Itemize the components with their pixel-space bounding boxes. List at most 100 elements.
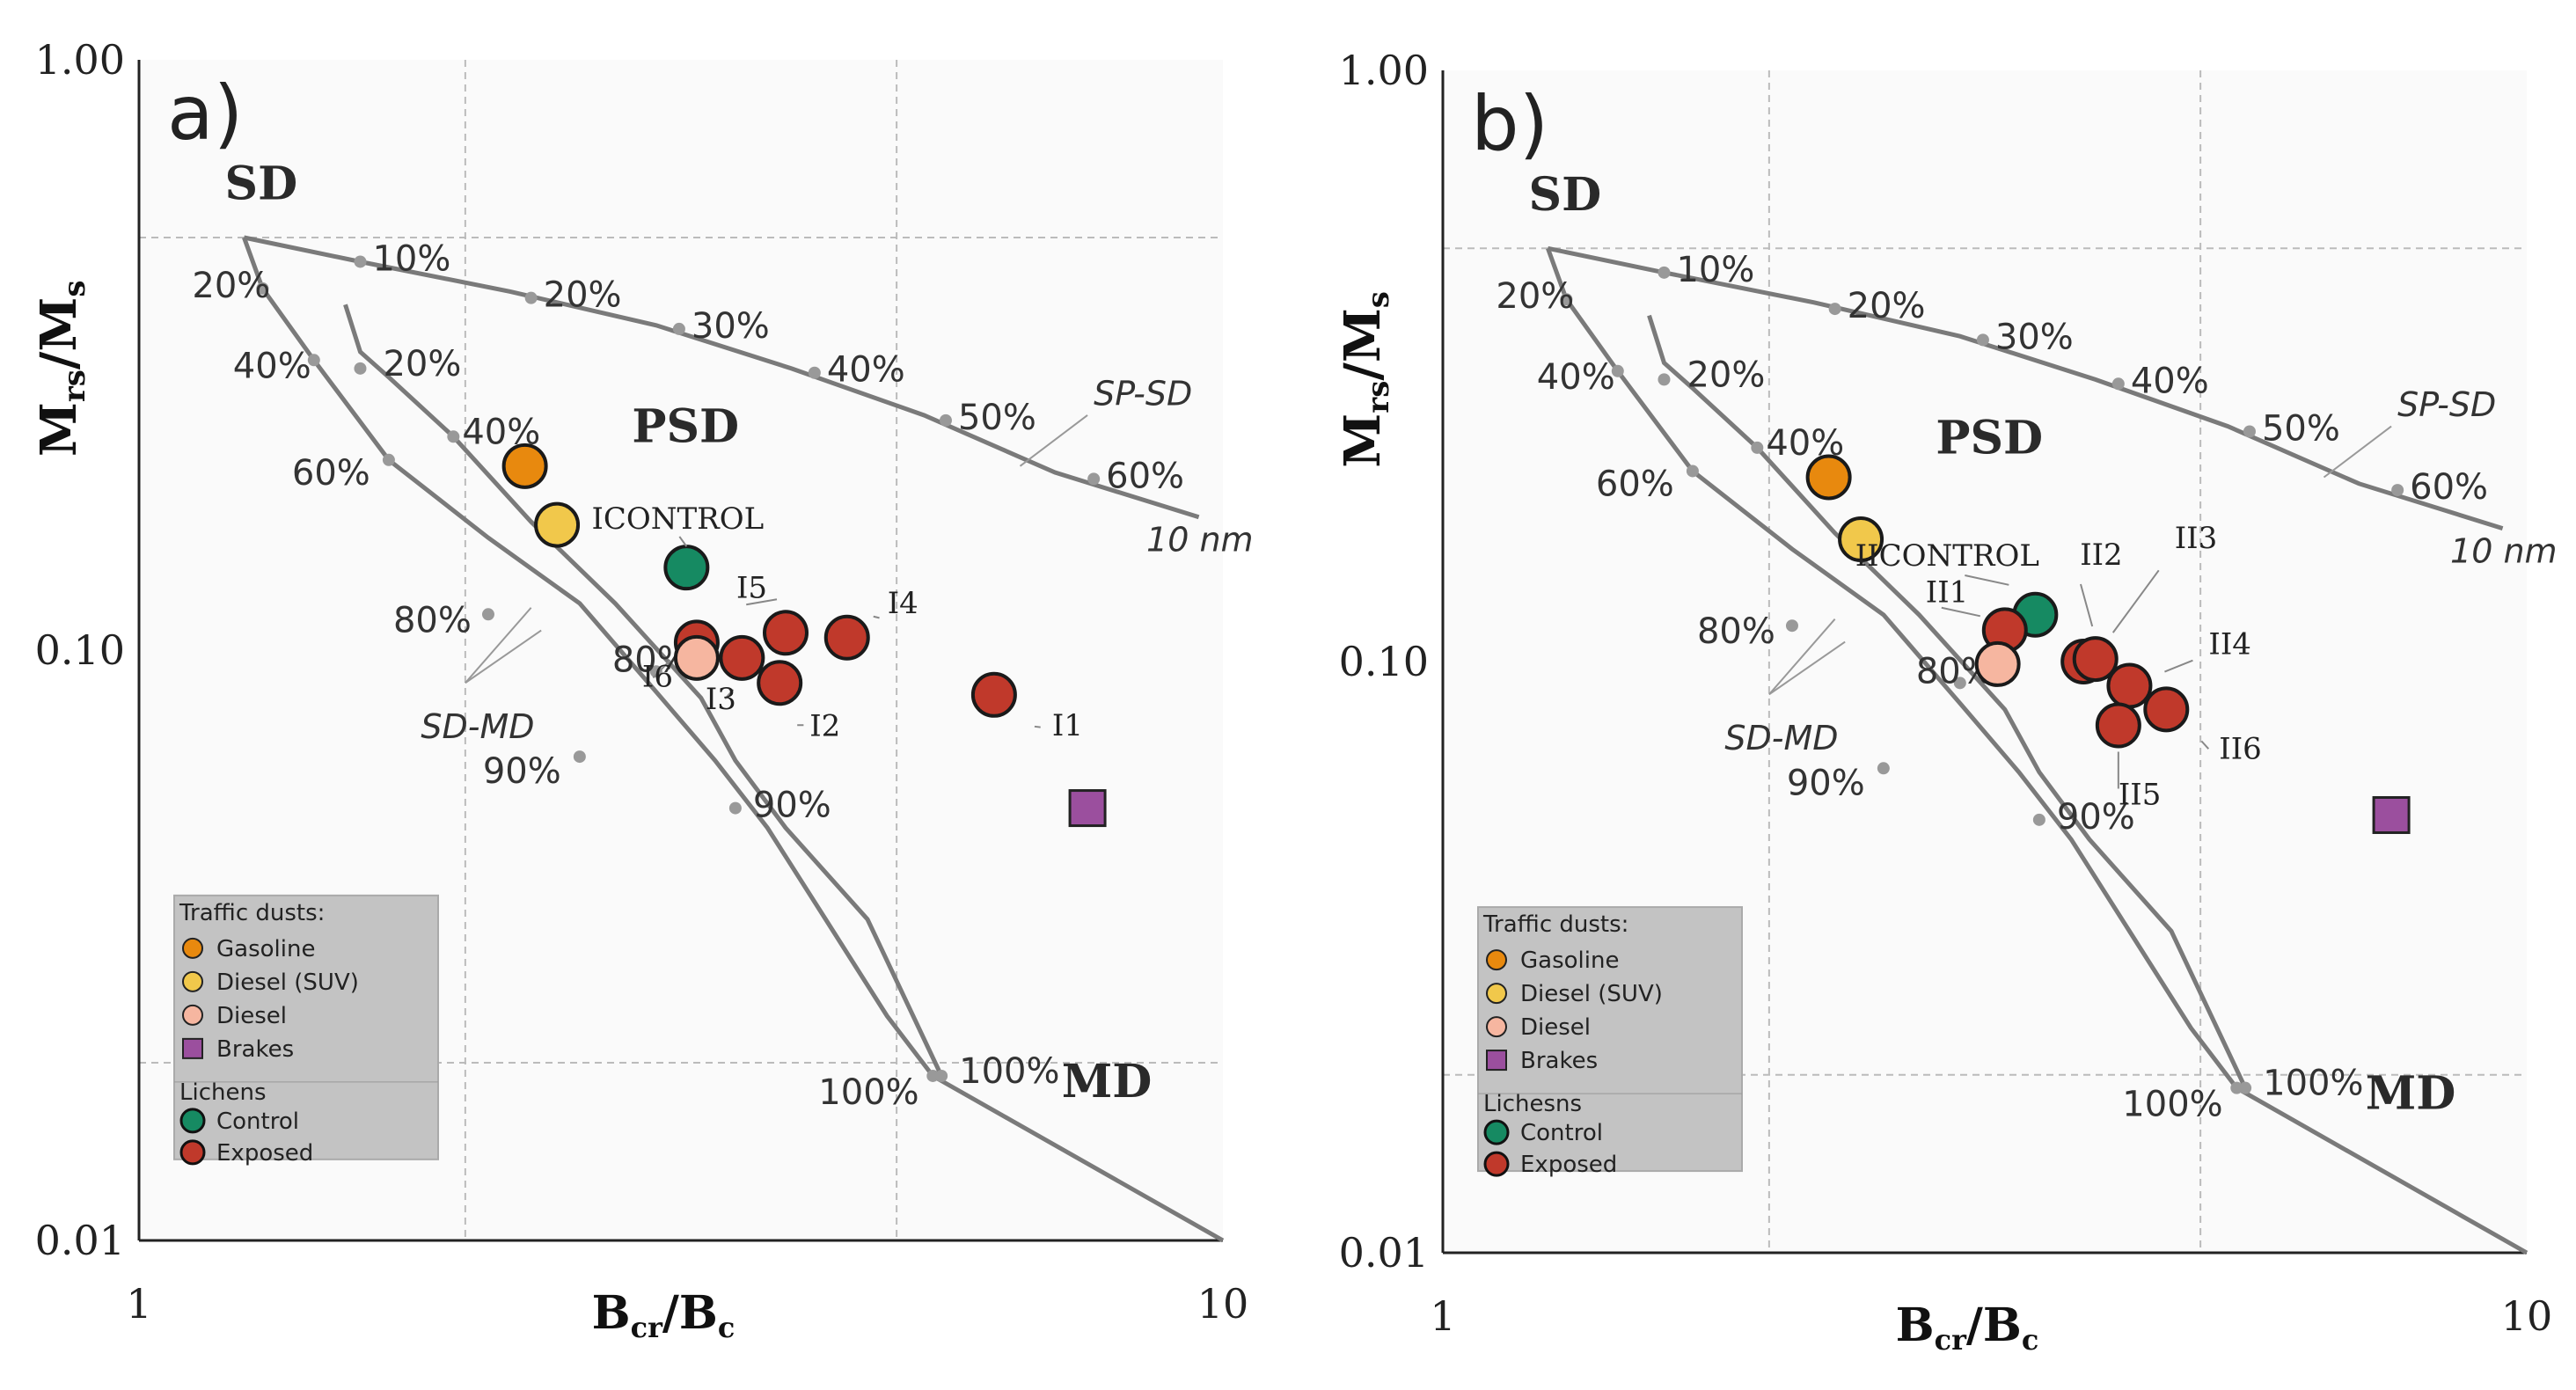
point-label: II5 [2119, 778, 2162, 813]
sd-md-pct-label: 90% [753, 786, 831, 826]
point-label: I4 [888, 586, 918, 621]
curve-marker [1087, 472, 1101, 486]
point-leader [724, 689, 735, 699]
curve-marker [649, 665, 662, 678]
curve-marker [354, 255, 367, 268]
point-i2 [757, 660, 803, 706]
point-label: II6 [2219, 731, 2262, 766]
curve-marker [1658, 373, 1671, 386]
sp-sd-curve [243, 235, 1200, 520]
region-label-psd: PSD [1936, 411, 2043, 465]
point-leader [746, 598, 778, 606]
curve-marker [926, 1069, 940, 1082]
nm-label: 10 nm [1146, 521, 1254, 560]
sd-md-pct-label: 20% [383, 344, 461, 384]
y-tick-label: 0.10 [1339, 638, 1429, 685]
legend-item-label: Gasoline [216, 936, 315, 962]
curve-marker [382, 453, 395, 466]
curve-marker [2243, 425, 2256, 438]
y-tick-label: 0.10 [35, 626, 125, 674]
point-diesel-suv- [1838, 516, 1884, 563]
point-ii4 [2106, 662, 2153, 709]
sd-md-pct-label: 90% [2057, 797, 2135, 838]
sd-md-label: SD-MD [421, 707, 534, 746]
legend-item-label: Diesel (SUV) [216, 969, 359, 996]
sp-sd-pct-label: 30% [1995, 317, 2074, 357]
point-label: II4 [2208, 627, 2251, 662]
sd-md-pct-label: 40% [1537, 357, 1615, 398]
point-brakes [1068, 789, 1107, 828]
curve-marker [808, 366, 821, 379]
curve-marker [2111, 377, 2125, 391]
point-label: II2 [2080, 538, 2123, 573]
x-tick-label: 1 [1430, 1292, 1455, 1340]
sp-sd-pct-label: 10% [1676, 250, 1754, 290]
sp-sd-pct-label: 50% [958, 398, 1036, 438]
legend-lichen-title: Lichens [179, 1079, 267, 1106]
sp-sd-leader [1019, 414, 1088, 467]
curve-marker [2230, 1081, 2243, 1094]
sd-md-pct-label: 20% [1496, 276, 1574, 317]
sd-md-pct-label: 100% [2122, 1085, 2222, 1125]
curve-marker [2391, 484, 2404, 497]
point-label: I5 [736, 570, 767, 605]
point-diesel [673, 634, 720, 681]
sp-sd-pct-label: 20% [1848, 286, 1926, 326]
point-brakes [2372, 795, 2411, 834]
curve-marker [1751, 441, 1764, 454]
curve-marker [524, 291, 538, 304]
curve-marker [1658, 266, 1671, 279]
legend-swatch [182, 937, 203, 959]
point-label: I2 [809, 708, 840, 743]
sp-sd-pct-label: 10% [372, 238, 450, 279]
region-label-md: MD [2366, 1067, 2456, 1121]
panel-label: b) [1471, 80, 1548, 168]
y-tick-label: 1.00 [1339, 47, 1429, 94]
curve-marker [1785, 619, 1798, 633]
point-gasoline [1805, 454, 1852, 501]
curve-marker [1877, 762, 1890, 775]
point-leader [678, 536, 688, 547]
legend-item-label: Diesel (SUV) [1520, 981, 1663, 1007]
sp-sd-leader [2323, 425, 2392, 479]
sd-md-label: SD-MD [1724, 719, 1838, 757]
y-tick-label: 0.01 [1339, 1229, 1429, 1277]
y-axis-title: Mrs/Ms [1334, 291, 1396, 468]
curve-marker [2239, 1081, 2252, 1094]
curve-marker [939, 413, 952, 427]
region-label-psd: PSD [632, 400, 739, 454]
legend-swatch [1483, 1119, 1510, 1145]
legend-swatch [1486, 983, 1507, 1005]
point-gasoline [501, 443, 548, 489]
point-leader [1965, 574, 2009, 586]
legend-swatch [1486, 949, 1507, 971]
panel-label: a) [167, 70, 243, 157]
legend-traffic-title: Traffic dusts: [1482, 911, 1628, 938]
sp-sd-pct-label: 30% [692, 306, 770, 347]
sd-md-curve-2 [343, 304, 944, 1078]
point-label: I6 [642, 659, 673, 694]
legend-item-label: Control [216, 1108, 299, 1135]
legend-swatch [179, 1108, 206, 1134]
y-tick-label: 0.01 [35, 1217, 125, 1264]
sd-md-pct-label: 60% [1596, 464, 1674, 504]
sp-sd-pct-label: 20% [544, 275, 622, 316]
legend-swatch [182, 1037, 203, 1059]
x-axis-title: Bcr/Bc [1896, 1299, 2039, 1357]
sd-md-leader [465, 607, 532, 684]
panel-a: 1.00 0.10 0.011 10 Bcr/Bc Mrs/Ms a)SD PSD MD 10% 2… [30, 36, 1254, 1344]
x-axis-title: Bcr/Bc [592, 1286, 735, 1344]
legend-swatch [182, 1004, 203, 1026]
legend-item-label: Diesel [1520, 1014, 1591, 1041]
sp-sd-pct-label: 60% [1106, 456, 1184, 496]
sd-md-pct-label: 80% [393, 600, 472, 640]
sp-sd-pct-label: 60% [2410, 467, 2488, 508]
sp-sd-curve [1547, 245, 2504, 530]
curve-marker [935, 1069, 948, 1082]
curve-marker [1611, 364, 1624, 377]
sp-sd-label: SP-SD [2397, 385, 2496, 424]
legend-item-label: Control [1520, 1120, 1603, 1146]
x-tick-label: 10 [1197, 1280, 1249, 1328]
region-label-sd: SD [225, 157, 298, 211]
